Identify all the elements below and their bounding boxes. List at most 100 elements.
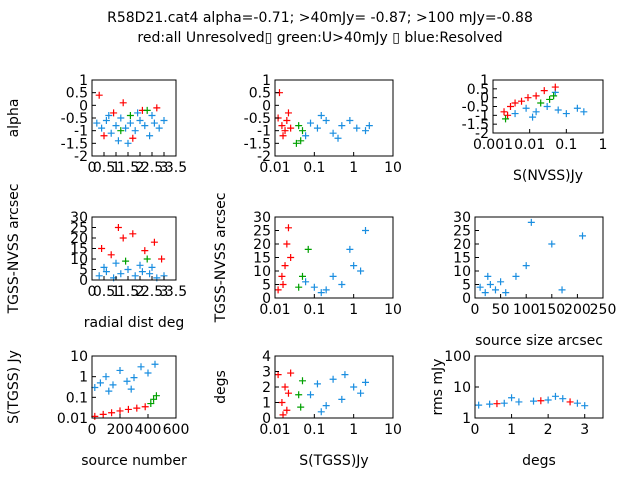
- panel-4-blue-point-0: [95, 272, 103, 280]
- panel-4-blue-point-13: [148, 263, 156, 271]
- panel-9-frame: [474, 355, 604, 419]
- panel-4-y-tick-label: 5: [79, 263, 88, 279]
- panel-5-blue-point-8: [317, 289, 325, 297]
- panel-1-blue-point-8: [131, 127, 139, 135]
- panel-9-blue-point-8: [581, 402, 589, 410]
- chart-title-line1: R58D21.cat4 alpha=-0.71; >40mJy= -0.87; …: [107, 10, 533, 26]
- panel-6-y-tick-label: 5: [462, 278, 471, 294]
- panel-3-y-tick-label: 0: [480, 91, 489, 107]
- panel-8-green-point-2: [297, 403, 305, 411]
- panel-3-y-tick-label: -0.5: [462, 100, 489, 116]
- panel-8-x-axis-label: S(TGSS)Jy: [299, 453, 368, 469]
- panel-1-blue-point-12: [150, 119, 158, 127]
- panel-8-blue-point-1: [313, 380, 321, 388]
- panel-7-blue-point-3: [109, 381, 117, 389]
- panel-7-blue-point-11: [127, 385, 135, 393]
- panel-6-blue-point-11: [558, 286, 566, 294]
- panel-5-red-point-4: [284, 224, 292, 232]
- panel-1-blue-point-16: [134, 109, 142, 117]
- panel-9-blue-point-5: [544, 396, 552, 404]
- panel-1-x-tick-label: 3.5: [165, 160, 187, 176]
- panel-1-blue-point-11: [146, 132, 154, 140]
- panel-4-blue-point-12: [100, 263, 108, 271]
- panel-4-blue-point-10: [112, 259, 120, 267]
- panel-8-green-point-0: [295, 391, 303, 399]
- panel-1-y-tick-label: 1: [79, 73, 88, 89]
- panel-6-x-tick-label: 200: [564, 302, 591, 318]
- panel-4-red-point-3: [129, 230, 137, 238]
- panel-5-red-point-0: [274, 286, 282, 294]
- panel-2-y-tick-label: -1: [257, 124, 271, 140]
- panel-4-x-tick-label: 0: [88, 284, 97, 300]
- panel-3-x-tick-label: 0.1: [555, 137, 577, 153]
- panel-5-blue-point-4: [338, 281, 346, 288]
- panel-1-red-point-1: [119, 99, 127, 107]
- panel-8-y-tick-label: 4: [262, 349, 271, 365]
- panel-9-x-axis-label: degs: [522, 453, 556, 469]
- panel-1-y-tick-label: -0.5: [61, 111, 88, 127]
- panel-6-blue-point-10: [579, 232, 587, 240]
- panel-6-y-tick-label: 30: [453, 210, 471, 226]
- panel-8-y-tick-label: 2: [262, 380, 271, 396]
- panel-9-blue-point-7: [573, 399, 581, 407]
- panel-9-red-point-1: [537, 397, 545, 405]
- panel-4-y-tick-label: 25: [70, 221, 88, 237]
- panel-3-blue-point-6: [573, 104, 581, 112]
- panel-6-blue-point-2: [486, 281, 494, 288]
- panel-4-blue-point-5: [131, 272, 139, 280]
- panel-8-blue-point-2: [322, 402, 330, 410]
- panel-9-y-tick-label: 100: [444, 349, 471, 365]
- panel-8-x-tick-label: 10: [384, 422, 402, 438]
- panel-6-blue-point-8: [527, 218, 535, 226]
- panel-7-red-point-2: [108, 409, 116, 417]
- panel-4-blue-point-3: [117, 270, 125, 278]
- panel-2-blue-point-9: [317, 111, 325, 119]
- panel-8-red-point-0: [274, 371, 282, 379]
- panel-4-red-point-4: [141, 247, 149, 255]
- panel-4-red-point-0: [98, 245, 106, 252]
- panel-3-red-point-3: [518, 97, 526, 105]
- panel-3-red-point-1: [506, 103, 514, 110]
- panel-1-y-axis-label: alpha: [6, 99, 22, 138]
- panel-1-y-tick-label: 0.5: [66, 86, 88, 102]
- panel-3-x-axis-label: S(NVSS)Jy: [513, 168, 583, 184]
- panel-2-green-point-1: [298, 127, 306, 135]
- panel-3-y-tick-label: -1: [475, 108, 489, 124]
- panel-7-x-tick-label: 600: [163, 422, 190, 438]
- panel-2-blue-point-10: [334, 134, 342, 142]
- panel-4-red-point-6: [114, 224, 122, 231]
- panel-7-red-point-6: [141, 403, 149, 411]
- panel-8-y-tick-label: 3: [262, 365, 271, 381]
- panel-6-blue-point-1: [481, 289, 489, 297]
- panel-6-x-tick-label: 100: [513, 302, 540, 318]
- panel-7-blue-point-10: [105, 387, 113, 395]
- panel-9-blue-point-1: [486, 400, 494, 408]
- panel-4-y-tick-label: 15: [70, 242, 88, 258]
- panel-1-green-point-1: [143, 106, 151, 114]
- panel-7-y-axis-label: S(TGSS) Jy: [6, 350, 22, 424]
- panel-2-x-tick-label: 1: [349, 160, 358, 176]
- panel-4-blue-point-7: [146, 270, 154, 278]
- panel-4-green-point-0: [122, 257, 130, 265]
- panel-8-x-tick-label: 0.01: [259, 422, 290, 438]
- panel-9-blue-point-4: [530, 397, 538, 405]
- panel-1-blue-point-4: [112, 122, 120, 130]
- panel-2-y-tick-label: 0.5: [249, 86, 271, 102]
- panel-4-blue-point-11: [136, 261, 144, 269]
- panel-9-x-tick-label: 2: [544, 422, 553, 438]
- panel-4-x-tick-label: 1.5: [117, 284, 139, 300]
- panel-7-blue-point-8: [144, 369, 152, 377]
- panel-1-red-point-4: [153, 104, 161, 112]
- panel-5-blue-point-0: [302, 278, 310, 286]
- panel-8-red-point-5: [287, 369, 295, 377]
- panel-2-blue-point-1: [313, 124, 321, 132]
- panel-1-x-tick-label: 3: [160, 160, 169, 176]
- panel-2-green-point-3: [292, 139, 300, 147]
- panel-6-y-tick-label: 15: [453, 251, 471, 267]
- panel-1-blue-point-7: [126, 119, 134, 127]
- panel-4-y-axis-label: TGSS-NVSS arcsec: [6, 184, 22, 315]
- panel-7-red-point-1: [99, 410, 107, 418]
